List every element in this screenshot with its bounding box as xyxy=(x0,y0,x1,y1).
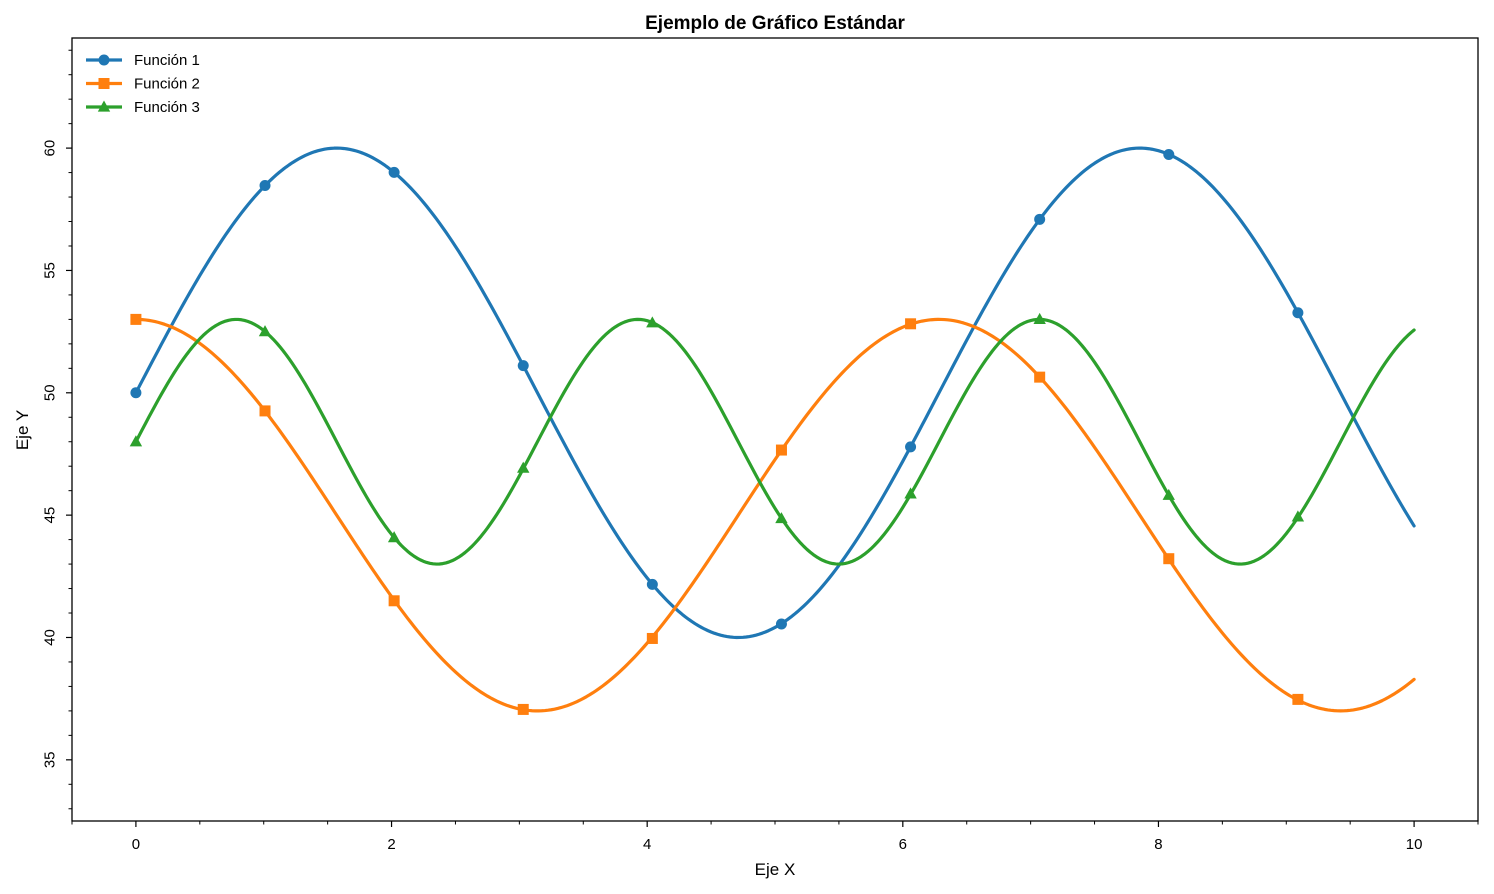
data-point xyxy=(517,461,530,473)
x-tick-label: 6 xyxy=(899,836,907,853)
x-tick-label: 0 xyxy=(132,836,140,853)
legend-item-2: Función 2 xyxy=(86,76,200,93)
y-tick-label: 60 xyxy=(42,140,59,157)
x-axis-label: Eje X xyxy=(755,860,796,879)
data-point xyxy=(130,387,142,399)
data-point xyxy=(1291,510,1305,522)
data-point xyxy=(646,632,658,644)
data-point xyxy=(258,325,272,337)
data-point xyxy=(130,313,142,325)
x-tick-label: 10 xyxy=(1406,836,1423,853)
legend-marker xyxy=(97,100,111,112)
series-line xyxy=(134,317,1416,713)
y-tick-label: 35 xyxy=(42,751,59,768)
data-point xyxy=(1163,553,1175,565)
plot-area xyxy=(129,146,1416,715)
data-point xyxy=(1034,371,1046,383)
data-point xyxy=(388,595,400,607)
legend-item-1: Función 1 xyxy=(86,52,200,69)
series-1 xyxy=(130,146,1416,640)
y-tick-label: 40 xyxy=(42,629,59,646)
x-tick-label: 2 xyxy=(387,836,395,853)
legend-marker xyxy=(98,54,110,66)
y-tick-label: 45 xyxy=(42,507,59,524)
legend-item-3: Función 3 xyxy=(86,99,200,116)
legend: Función 1 Función 2 Función 3 xyxy=(86,52,200,116)
data-point xyxy=(1034,213,1046,225)
y-tick-label: 55 xyxy=(42,262,59,279)
data-point xyxy=(259,180,271,192)
data-point xyxy=(905,441,917,453)
y-tick-label: 50 xyxy=(42,384,59,401)
data-point xyxy=(775,444,787,456)
y-axis-label: Eje Y xyxy=(13,410,32,450)
data-point xyxy=(646,578,658,590)
data-point xyxy=(129,435,143,447)
data-point xyxy=(904,487,917,499)
data-point xyxy=(646,316,659,328)
data-point xyxy=(517,703,529,715)
legend-label: Función 2 xyxy=(134,76,200,93)
data-point xyxy=(1163,148,1175,160)
series-line xyxy=(134,146,1416,640)
data-point xyxy=(259,405,271,417)
chart-title: Ejemplo de Gráfico Estándar xyxy=(645,13,905,34)
data-point xyxy=(905,318,917,330)
x-tick-label: 8 xyxy=(1154,836,1162,853)
data-point xyxy=(775,618,787,630)
series-line xyxy=(134,317,1416,566)
legend-marker xyxy=(98,78,110,89)
data-point xyxy=(1292,307,1304,319)
data-point xyxy=(387,531,401,543)
legend-label: Función 1 xyxy=(134,52,200,69)
data-point xyxy=(1033,312,1046,324)
series-3 xyxy=(129,312,1416,566)
data-point xyxy=(1162,488,1175,500)
data-point xyxy=(1292,693,1304,705)
series-2 xyxy=(130,313,1416,715)
plot-frame xyxy=(71,37,1479,822)
data-point xyxy=(388,166,400,178)
legend-label: Función 3 xyxy=(134,99,200,116)
axis-ticks: 0 2 4 6 8 10 35 40 45 50 55 60 xyxy=(42,49,1479,853)
data-point xyxy=(517,360,529,372)
data-point xyxy=(775,512,788,524)
x-tick-label: 4 xyxy=(643,836,651,853)
